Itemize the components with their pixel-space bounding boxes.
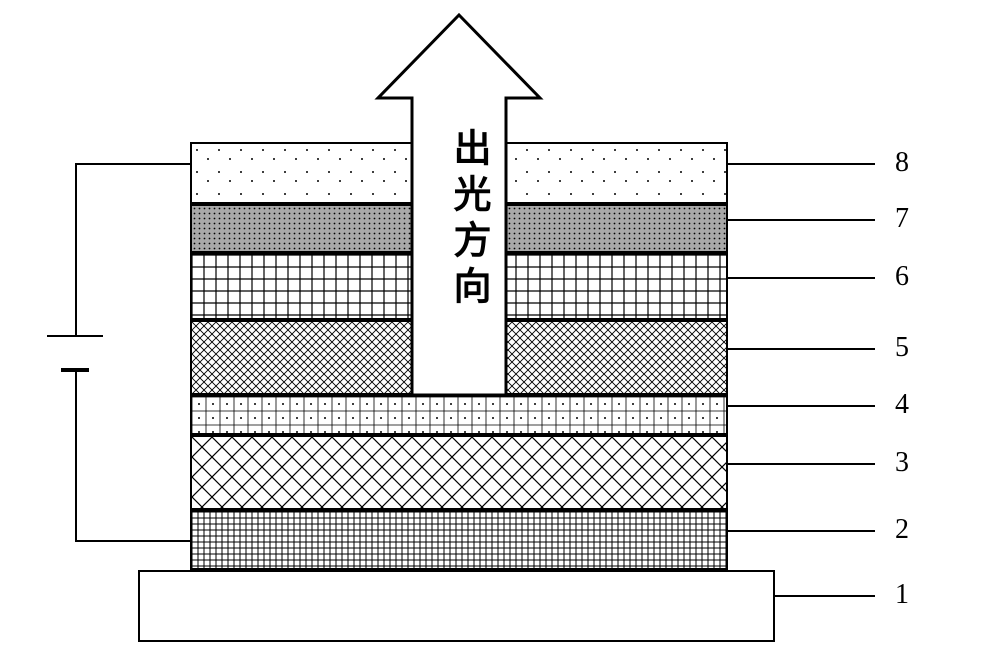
label-number-8: 8: [895, 147, 909, 179]
layer-4: [190, 395, 728, 435]
label-line-8: [728, 163, 875, 165]
label-line-1: [775, 595, 875, 597]
label-number-2: 2: [895, 514, 909, 546]
label-number-7: 7: [895, 203, 909, 235]
layer-2: [190, 510, 728, 570]
battery-long-plate: [47, 335, 103, 337]
label-line-5: [728, 348, 875, 350]
label-number-6: 6: [895, 261, 909, 293]
label-number-4: 4: [895, 389, 909, 421]
label-line-3: [728, 463, 875, 465]
label-number-5: 5: [895, 332, 909, 364]
label-line-6: [728, 277, 875, 279]
layer-3: [190, 435, 728, 510]
label-number-3: 3: [895, 447, 909, 479]
label-line-7: [728, 219, 875, 221]
wire-top: [75, 163, 190, 165]
layered-device-diagram: 1 2 3 4 5 6 7 8 出光方向: [0, 0, 1000, 672]
layer-5: [190, 320, 728, 395]
label-line-2: [728, 530, 875, 532]
wire-bottom: [75, 540, 190, 542]
layer-1: [138, 570, 775, 642]
battery-short-plate: [61, 368, 89, 372]
arrow-label: 出光方向: [422, 128, 496, 312]
wire-vert-lower: [75, 368, 77, 542]
label-number-1: 1: [895, 579, 909, 611]
label-line-4: [728, 405, 875, 407]
wire-vert-upper: [75, 163, 77, 335]
